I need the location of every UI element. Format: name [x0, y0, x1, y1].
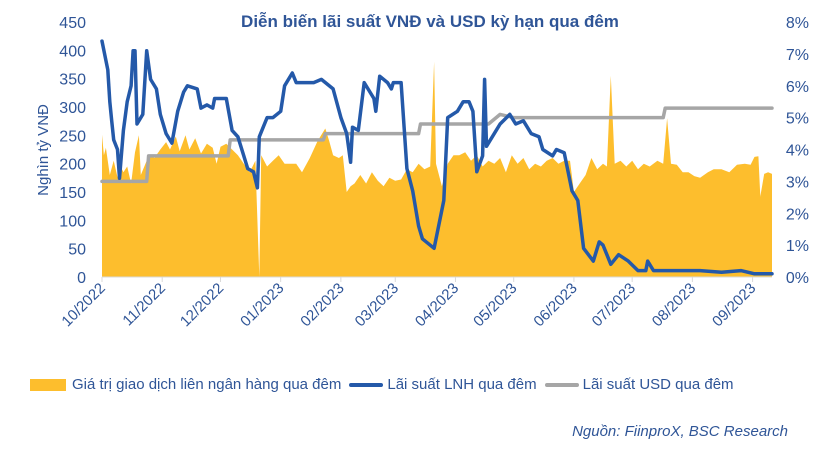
left-y-axis-label: Nghìn tỷ VNĐ	[35, 104, 52, 196]
left-y-tick-label: 100	[59, 213, 86, 230]
x-tick-label: 10/2022	[58, 280, 108, 330]
line-series-lnh-rate	[100, 39, 774, 276]
legend-item-usd-rate: Lãi suất USD qua đêm	[544, 376, 734, 393]
x-tick-label: 03/2023	[352, 280, 402, 330]
line-series-usd-rate	[100, 106, 774, 184]
legend-label: Lãi suất LNH qua đêm	[387, 376, 537, 393]
legend-swatch-line	[544, 382, 579, 387]
legend-item-lnh-rate: Lãi suất LNH qua đêm	[349, 376, 537, 393]
x-tick-label: 12/2022	[177, 280, 227, 330]
left-y-tick-label: 450	[59, 15, 86, 32]
x-tick-label: 06/2023	[530, 280, 580, 330]
legend-swatch-line	[349, 382, 384, 387]
area-layer	[102, 61, 772, 278]
left-y-tick-label: 0	[77, 270, 86, 287]
right-y-tick-label: 4%	[786, 143, 809, 160]
source-note: Nguồn: FiinproX, BSC Research	[572, 423, 788, 440]
legend-swatch-area	[30, 378, 66, 391]
right-y-tick-label: 5%	[786, 111, 809, 128]
area-series-interbank-value	[102, 61, 772, 278]
x-tick-label: 04/2023	[412, 280, 462, 330]
x-tick-label: 07/2023	[589, 280, 639, 330]
right-y-tick-label: 6%	[786, 79, 809, 96]
line-layer	[100, 39, 774, 276]
left-y-tick-label: 300	[59, 100, 86, 117]
right-y-tick-label: 7%	[786, 47, 809, 64]
legend: Giá trị giao dịch liên ngân hàng qua đêm…	[30, 376, 742, 393]
legend-label: Lãi suất USD qua đêm	[582, 376, 734, 393]
left-y-tick-label: 200	[59, 157, 86, 174]
right-y-tick-label: 0%	[786, 270, 809, 287]
left-y-tick-label: 400	[59, 43, 86, 60]
x-tick-label: 05/2023	[470, 280, 520, 330]
x-tick-label: 08/2023	[649, 280, 699, 330]
left-y-axis: 0 50 100 150 200 250 300 350 400 450	[59, 15, 86, 287]
legend-label: Giá trị giao dịch liên ngân hàng qua đêm	[72, 376, 342, 393]
left-y-tick-label: 150	[59, 185, 86, 202]
x-tick-label: 11/2022	[119, 280, 169, 330]
x-tick-label: 02/2023	[297, 280, 347, 330]
chart-title: Diễn biến lãi suất VNĐ và USD kỳ hạn qua…	[241, 12, 619, 31]
right-y-axis: 0% 1% 2% 3% 4% 5% 6% 7% 8%	[786, 15, 809, 287]
left-y-tick-label: 50	[68, 242, 86, 259]
x-tick-label: 01/2023	[237, 280, 287, 330]
x-axis: 10/2022 11/2022 12/2022 01/2023 02/2023 03/20…	[58, 277, 759, 330]
right-y-tick-label: 1%	[786, 238, 809, 255]
x-tick-label: 09/2023	[709, 280, 759, 330]
right-y-tick-label: 2%	[786, 206, 809, 223]
left-y-tick-label: 250	[59, 128, 86, 145]
right-y-tick-label: 8%	[786, 15, 809, 32]
legend-item-interbank-value: Giá trị giao dịch liên ngân hàng qua đêm	[30, 376, 341, 393]
left-y-tick-label: 350	[59, 72, 86, 89]
right-y-tick-label: 3%	[786, 174, 809, 191]
